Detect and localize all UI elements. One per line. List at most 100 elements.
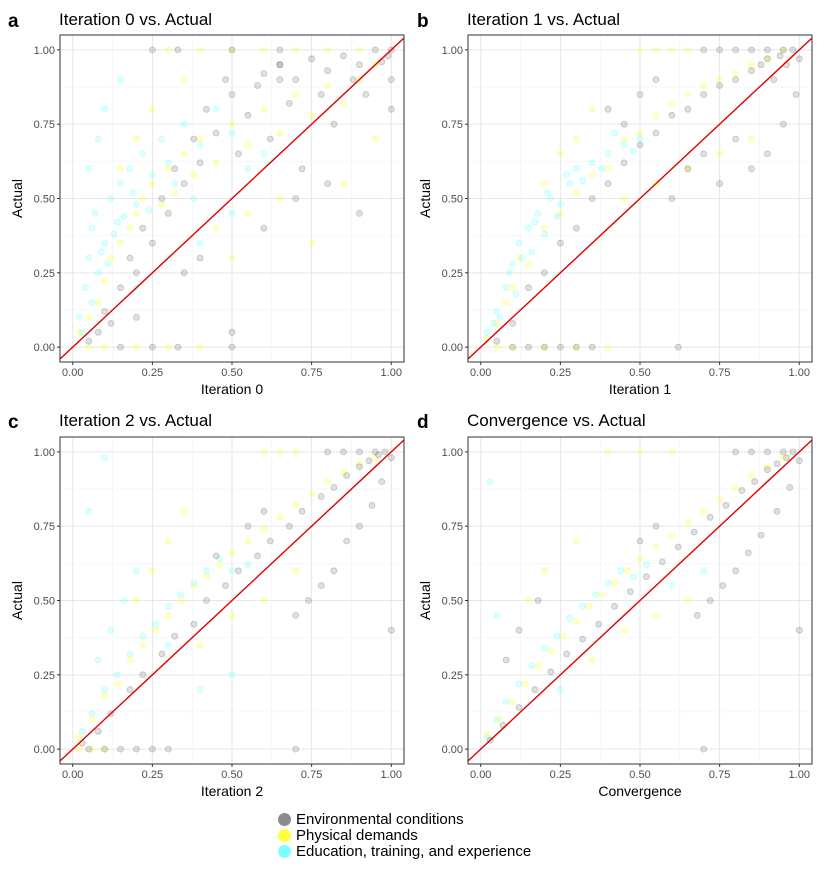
x-axis-label: Convergence [598, 783, 681, 799]
data-point [786, 484, 794, 491]
data-point [528, 662, 536, 670]
data-point [579, 635, 587, 643]
data-point [572, 165, 580, 173]
data-point [779, 448, 787, 456]
data-point [493, 337, 501, 345]
y-axis-label: Actual [417, 581, 433, 620]
data-point [684, 519, 692, 527]
y-tick-label: 0.25 [34, 268, 55, 280]
legend-item-physical: Physical demands [278, 827, 531, 844]
data-point [292, 448, 300, 456]
data-point [101, 686, 108, 694]
data-point [572, 537, 580, 545]
data-point [528, 248, 536, 256]
data-point [365, 457, 373, 465]
data-point [222, 582, 230, 589]
data-point [276, 513, 284, 521]
data-point [684, 165, 692, 173]
data-point [684, 91, 692, 98]
data-point [636, 46, 644, 54]
panel-letter: d [417, 412, 429, 433]
data-point [732, 76, 739, 83]
data-point [371, 46, 379, 54]
data-point [505, 269, 513, 277]
data-point [276, 448, 284, 456]
data-point [85, 165, 93, 173]
data-point [101, 308, 108, 315]
data-point [716, 46, 723, 54]
data-point [764, 466, 771, 474]
data-point [604, 343, 612, 351]
y-tick-label: 0.25 [442, 670, 463, 682]
data-point [298, 165, 306, 173]
data-point [340, 448, 347, 456]
data-point [260, 525, 268, 533]
data-point [94, 299, 102, 306]
data-point [260, 105, 268, 113]
data-point [190, 579, 198, 587]
data-point [126, 165, 134, 173]
data-point [101, 105, 108, 113]
data-point [592, 591, 599, 598]
series-environmental-conditions [486, 448, 803, 753]
data-point [113, 680, 121, 688]
data-point [94, 656, 102, 664]
data-point [244, 561, 252, 569]
data-point [139, 671, 147, 679]
data-point [180, 507, 188, 515]
data-point [85, 343, 93, 351]
data-point [493, 612, 501, 619]
data-point [132, 745, 140, 753]
x-tick-label: 1.00 [381, 367, 402, 379]
data-point [126, 224, 134, 232]
data-point [764, 150, 771, 158]
data-point [700, 46, 708, 54]
data-point [544, 189, 551, 197]
data-point [139, 641, 147, 649]
data-point [378, 478, 386, 486]
x-tick-label: 0.00 [470, 769, 491, 781]
panel-a: a Iteration 0 vs. Actual 0.00 0.25 0.50 0.75 1… [8, 10, 405, 397]
y-tick-label: 0.25 [442, 268, 463, 280]
data-point [94, 328, 102, 336]
panel-letter: c [8, 412, 19, 433]
data-point [773, 460, 781, 468]
legend-swatch-environmental [278, 812, 291, 826]
data-point [493, 319, 501, 327]
data-point [139, 150, 147, 158]
data-point [88, 224, 96, 232]
data-point [324, 478, 332, 486]
legend-item-education: Education, training, and experience [278, 843, 531, 860]
reference-line [467, 439, 813, 762]
data-point [748, 67, 755, 75]
data-point [617, 567, 625, 575]
data-point [636, 448, 644, 456]
data-point [330, 567, 338, 575]
data-point [588, 343, 596, 351]
data-point [534, 209, 542, 217]
data-point [343, 472, 351, 480]
data-point [518, 254, 526, 262]
data-point [490, 319, 497, 327]
data-point [196, 239, 204, 247]
data-point [668, 195, 676, 202]
data-point [148, 180, 156, 188]
data-point [212, 129, 220, 137]
panel-b: b Iteration 1 vs. Actual 0.00 0.25 0.50 0.75 1… [417, 10, 813, 397]
data-point [94, 135, 102, 143]
data-point [604, 165, 612, 173]
data-point [292, 195, 300, 202]
data-point [706, 513, 714, 521]
data-point [212, 159, 220, 167]
data-point [566, 614, 574, 622]
data-point [496, 313, 504, 321]
data-point [164, 603, 172, 610]
data-point [620, 195, 628, 202]
data-point [212, 224, 220, 232]
data-point [158, 200, 166, 208]
data-point [148, 239, 156, 247]
data-point [148, 171, 156, 179]
data-point [764, 46, 771, 54]
data-point [668, 531, 676, 539]
data-point [228, 612, 236, 619]
